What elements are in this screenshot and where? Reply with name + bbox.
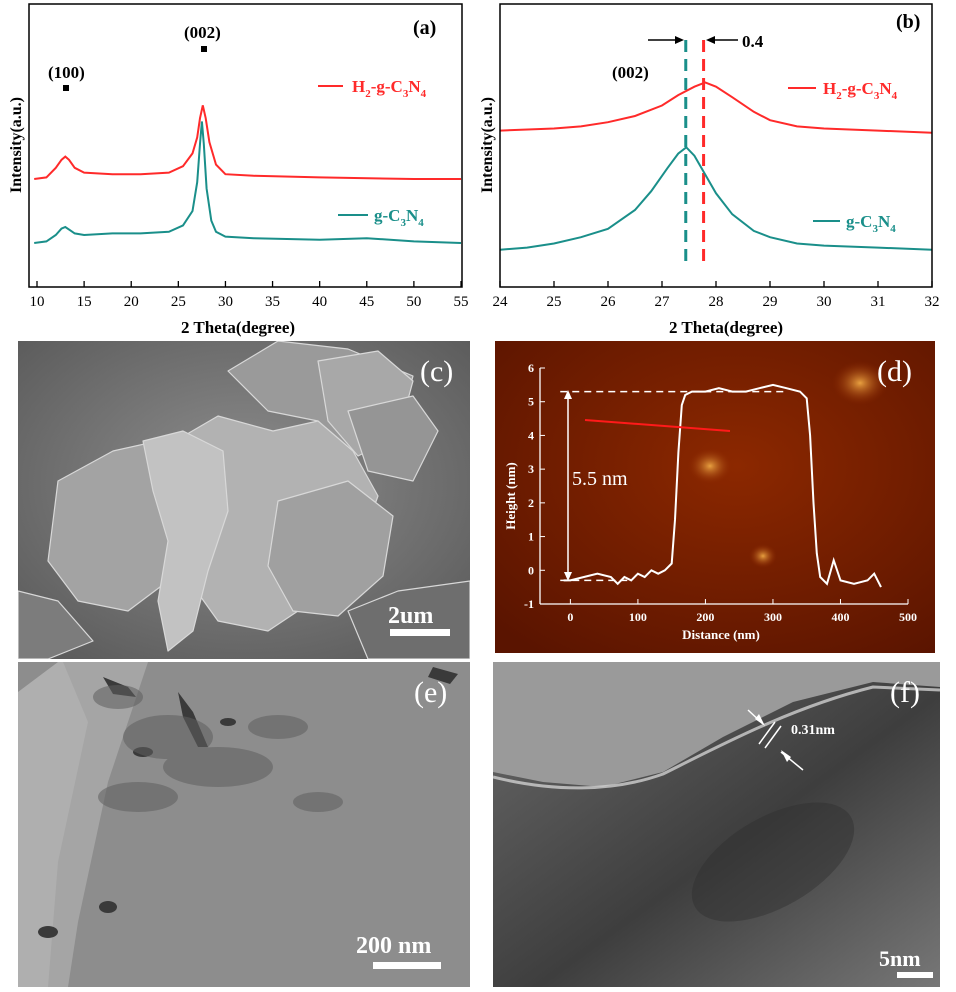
x-tick-label-a: 10 (30, 294, 45, 310)
x-tick-label-a: 50 (406, 294, 421, 310)
amorphous-region (493, 662, 940, 787)
nanosheet-flakes (17, 340, 471, 660)
y-tick-label-d: 1 (528, 530, 534, 544)
scale-bar-e (373, 962, 441, 969)
peak-002-label-b: (002) (612, 63, 649, 82)
y-axis-label-d: Height (nm) (503, 462, 518, 530)
panel-c-sem-image: (c) 2um (17, 340, 471, 660)
peak-100-label: (100) (48, 63, 85, 82)
shift-arrows (648, 36, 738, 44)
y-axis-label-a: Intensity(a.u.) (8, 97, 25, 193)
x-axis-label-a: 2 Theta(degree) (181, 318, 295, 337)
x-tick-label-a: 35 (265, 294, 280, 310)
plot-frame-b (499, 3, 933, 288)
scale-bar-e-label: 200 nm (356, 933, 431, 959)
panel-e-label: (e) (414, 676, 447, 709)
panel-f-label: (f) (890, 676, 920, 709)
x-tick-label-b: 32 (925, 294, 940, 310)
panel-c-label: (c) (420, 355, 453, 388)
legend-a-h2-text: H2-g-C3N4 (352, 77, 427, 100)
scale-bar-f (897, 972, 933, 978)
height-profile-line (563, 383, 882, 588)
x-tick-label-d: 400 (831, 610, 849, 624)
x-axis-label-d: Distance (nm) (682, 627, 760, 642)
xrd-chart-a: 10 15 20 25 30 35 40 45 50 55 (a) (100) (002) H2-… (8, 3, 469, 337)
hrtem-image: 0.31nm (f) 5nm (492, 662, 941, 987)
series-b-1 (499, 145, 933, 251)
scale-bar-c-label: 2um (388, 603, 433, 629)
panel-b-xrd-chart: 24 25 26 27 28 29 30 31 32 (b) 0.4 (002) H2-g-C3… (478, 0, 956, 340)
lattice-spacing-label: 0.31nm (791, 723, 835, 738)
legend-b-gcn: g-C3N4 (813, 212, 896, 235)
x-tick-label-b: 25 (547, 294, 562, 310)
x-tick-label-b: 28 (709, 294, 724, 310)
plot-frame-a (28, 3, 463, 288)
x-tick-label-a: 25 (171, 294, 186, 310)
legend-a-gcn-text: g-C3N4 (374, 206, 424, 229)
y-tick-label-d: 2 (528, 496, 534, 510)
series-b-0 (499, 81, 933, 134)
scale-bar-c (390, 629, 450, 636)
x-tick-label-a: 40 (312, 294, 327, 310)
x-tick-label-d: 100 (629, 610, 647, 624)
x-tick-label-b: 26 (601, 294, 617, 310)
y-tick-label-d: 4 (528, 428, 534, 442)
peak-002-marker (201, 46, 207, 52)
x-tick-label-d: 200 (696, 610, 714, 624)
x-tick-label-b: 27 (655, 294, 671, 310)
legend-b-h2: H2-g-C3N4 (788, 79, 898, 102)
x-tick-label-d: 500 (899, 610, 917, 624)
y-tick-label-d: 6 (528, 361, 534, 375)
scale-bar-f-label: 5nm (879, 946, 921, 971)
panel-b-label: (b) (896, 11, 920, 33)
x-axis-label-b: 2 Theta(degree) (669, 318, 783, 337)
height-annotation: 5.5 nm (572, 468, 628, 490)
crystal-edge (492, 685, 941, 790)
legend-b-gcn-text: g-C3N4 (846, 212, 896, 235)
sem-image: (c) 2um (17, 340, 471, 660)
panel-a-xrd-chart: 10 15 20 25 30 35 40 45 50 55 (a) (100) (002) H2-… (0, 0, 478, 340)
peak-100-marker (63, 85, 69, 91)
y-axis-label-b: Intensity(a.u.) (479, 97, 496, 193)
x-tick-label-b: 30 (817, 294, 832, 310)
x-tick-label-a: 15 (77, 294, 92, 310)
peak-002-label: (002) (184, 23, 221, 42)
x-tick-label-b: 29 (763, 294, 778, 310)
shift-label: 0.4 (742, 32, 764, 51)
x-tick-label-a: 20 (124, 294, 139, 310)
y-tick-label-d: 5 (528, 395, 534, 409)
y-tick-label-d: 3 (528, 462, 534, 476)
legend-a-h2: H2-g-C3N4 (318, 77, 427, 100)
x-tick-label-a: 45 (359, 294, 374, 310)
series-a-0 (34, 105, 461, 180)
x-tick-label-a: 55 (454, 294, 469, 310)
panel-d-afm-profile: -1 0 1 2 3 4 5 6 0 100 200 300 400 500 5.5 nm (d) Hei… (495, 341, 935, 653)
legend-a-gcn: g-C3N4 (338, 206, 424, 229)
legend-b-h2-text: H2-g-C3N4 (823, 79, 898, 102)
y-tick-label-d: -1 (524, 597, 534, 611)
afm-height-chart: -1 0 1 2 3 4 5 6 0 100 200 300 400 500 5.5 nm (d) Hei… (495, 341, 935, 653)
x-tick-label-b: 24 (493, 294, 509, 310)
panel-a-label: (a) (413, 17, 436, 39)
x-tick-label-a: 30 (218, 294, 233, 310)
series-a-1 (34, 121, 462, 244)
x-tick-label-d: 300 (764, 610, 782, 624)
xrd-chart-b: 24 25 26 27 28 29 30 31 32 (b) 0.4 (002) H2-g-C3… (479, 3, 940, 337)
panel-f-hrtem-image: 0.31nm (f) 5nm (492, 662, 941, 987)
height-arrow (564, 390, 572, 581)
y-tick-label-d: 0 (528, 563, 534, 577)
mottled-texture (93, 685, 343, 812)
x-tick-label-b: 31 (871, 294, 886, 310)
tem-image: (e) 200 nm (18, 662, 470, 987)
panel-e-tem-image: (e) 200 nm (18, 662, 470, 987)
afm-scan-line (584, 419, 731, 432)
panel-d-label: (d) (877, 355, 912, 388)
x-tick-label-d: 0 (567, 610, 573, 624)
